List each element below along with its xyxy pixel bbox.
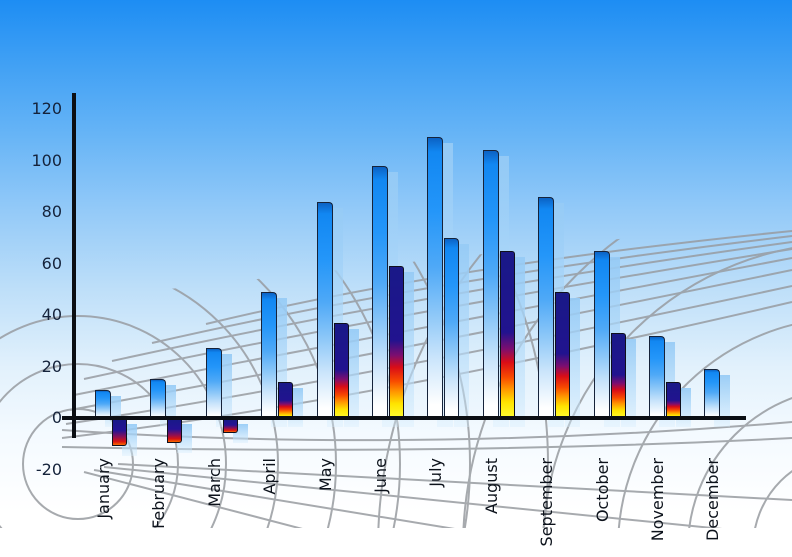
bar-october-primary bbox=[593, 250, 610, 419]
bar-august-secondary bbox=[499, 250, 515, 419]
y-tick-label--20: -20 bbox=[35, 459, 62, 479]
x-month-label-december: December bbox=[703, 458, 723, 541]
bar-july-secondary bbox=[444, 237, 460, 419]
x-month-label-september: September bbox=[537, 458, 557, 547]
bar-january-primary bbox=[95, 389, 111, 419]
bar-may-primary bbox=[316, 201, 333, 419]
x-axis-zero-line bbox=[62, 416, 746, 420]
y-tick-label-20: 20 bbox=[41, 356, 62, 376]
bar-september-secondary bbox=[555, 291, 571, 419]
bar-march-secondary bbox=[222, 420, 238, 433]
bar-may-secondary bbox=[333, 322, 349, 419]
y-axis-line bbox=[72, 93, 76, 438]
x-month-label-january: January bbox=[94, 458, 113, 519]
x-month-label-november: November bbox=[648, 458, 667, 542]
bar-march-primary bbox=[205, 348, 222, 419]
y-tick-label-0: 0 bbox=[51, 408, 62, 428]
x-month-label-april: April bbox=[260, 458, 280, 495]
bar-june-secondary bbox=[389, 266, 404, 419]
bar-february-primary bbox=[150, 379, 167, 419]
bar-september-primary bbox=[538, 196, 555, 419]
x-month-label-may: May bbox=[315, 458, 335, 492]
x-month-label-june: June bbox=[371, 458, 390, 493]
bar-october-secondary bbox=[610, 333, 626, 419]
x-month-label-july: July bbox=[426, 458, 446, 487]
x-month-label-february: February bbox=[149, 458, 169, 529]
bar-april-secondary bbox=[278, 381, 294, 419]
x-month-label-october: October bbox=[592, 458, 612, 523]
x-month-label-august: August bbox=[481, 458, 501, 514]
y-tick-label-120: 120 bbox=[31, 99, 62, 119]
y-tick-label-100: 100 bbox=[31, 150, 62, 170]
bar-november-secondary bbox=[666, 381, 681, 419]
bar-december-primary bbox=[704, 369, 721, 419]
bar-february-secondary bbox=[167, 420, 183, 444]
y-tick-label-40: 40 bbox=[41, 305, 62, 325]
bar-january-secondary bbox=[112, 420, 127, 446]
bar-july-primary bbox=[427, 137, 444, 419]
y-tick-label-80: 80 bbox=[41, 202, 62, 222]
bar-april-primary bbox=[261, 291, 278, 419]
bar-june-primary bbox=[372, 165, 388, 419]
bar-august-primary bbox=[482, 150, 499, 419]
x-month-label-march: March bbox=[204, 458, 224, 507]
y-tick-label-60: 60 bbox=[41, 253, 62, 273]
bar-november-primary bbox=[649, 335, 665, 419]
